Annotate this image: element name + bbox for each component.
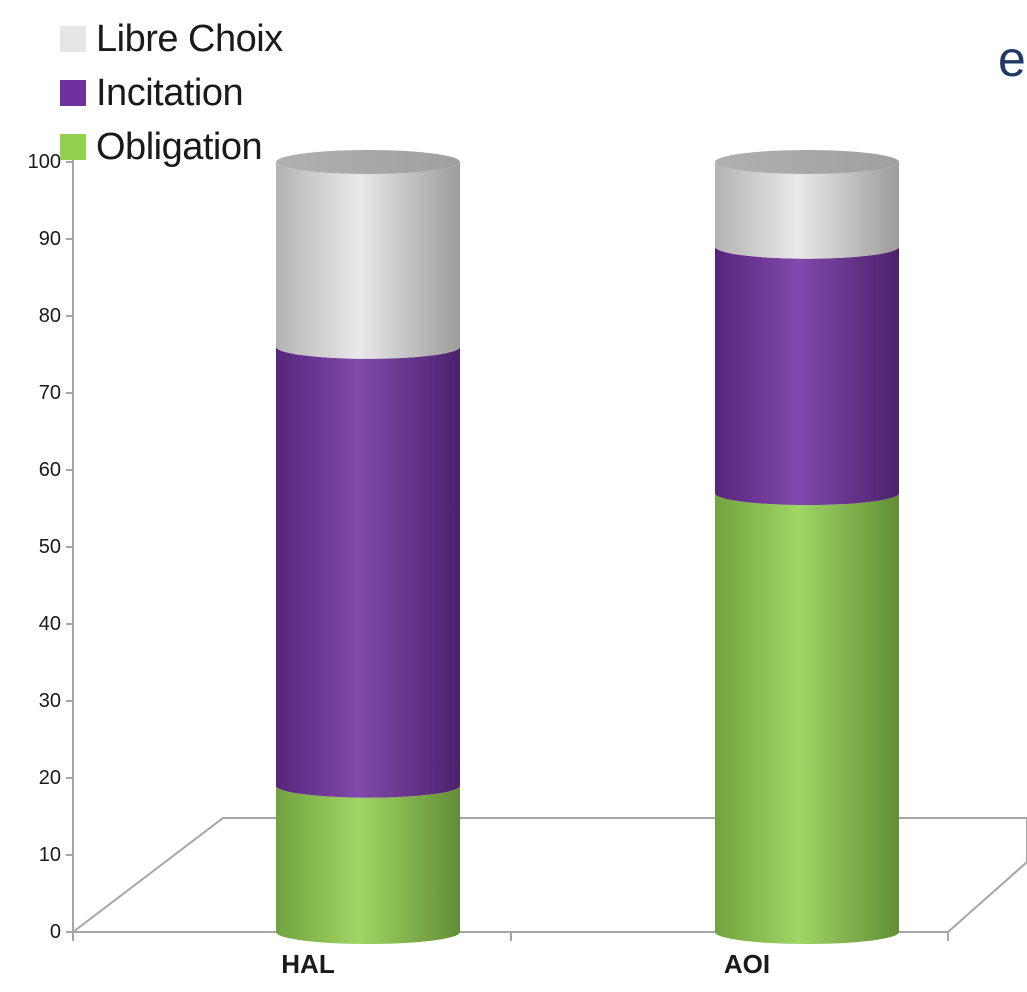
- corner-text: e: [998, 31, 1026, 87]
- bar-segment-incitation-hal: [276, 346, 460, 798]
- bar-segment-obligation-aoi: [715, 493, 899, 944]
- bar-segment-obligation-hal: [276, 785, 460, 944]
- legend-label-incitation: Incitation: [96, 71, 244, 114]
- bar-top-cap: [715, 150, 899, 174]
- bar-segment-libre-choix-aoi: [715, 162, 899, 259]
- x-tick-label-aoi: AOI: [724, 949, 770, 979]
- y-tick-label: 10: [39, 844, 61, 866]
- legend-item-obligation: Obligation: [60, 120, 283, 174]
- legend: Libre Choix Incitation Obligation: [60, 12, 283, 174]
- legend-item-libre-choix: Libre Choix: [60, 12, 283, 66]
- bar-top-cap: [276, 150, 460, 174]
- legend-swatch-libre-choix: [60, 26, 86, 52]
- bar-segment-libre-choix-hal: [276, 162, 460, 359]
- x-tick-label-hal: HAL: [281, 949, 335, 979]
- y-tick-label: 100: [28, 151, 61, 173]
- y-tick-label: 0: [50, 921, 61, 943]
- y-tick-label: 70: [39, 382, 61, 404]
- legend-label-obligation: Obligation: [96, 125, 263, 168]
- bar-segment-incitation-aoi: [715, 246, 899, 506]
- y-tick-label: 80: [39, 305, 61, 327]
- y-tick-label: 20: [39, 767, 61, 789]
- legend-label-libre-choix: Libre Choix: [96, 17, 283, 60]
- legend-swatch-obligation: [60, 134, 86, 160]
- y-tick-label: 50: [39, 536, 61, 558]
- y-tick-label: 90: [39, 228, 61, 250]
- bar-stack-aoi: [715, 150, 899, 944]
- legend-swatch-incitation: [60, 80, 86, 106]
- y-tick-label: 60: [39, 459, 61, 481]
- y-tick-label: 40: [39, 613, 61, 635]
- y-tick-label: 30: [39, 690, 61, 712]
- legend-item-incitation: Incitation: [60, 66, 283, 120]
- bar-stack-hal: [276, 150, 460, 944]
